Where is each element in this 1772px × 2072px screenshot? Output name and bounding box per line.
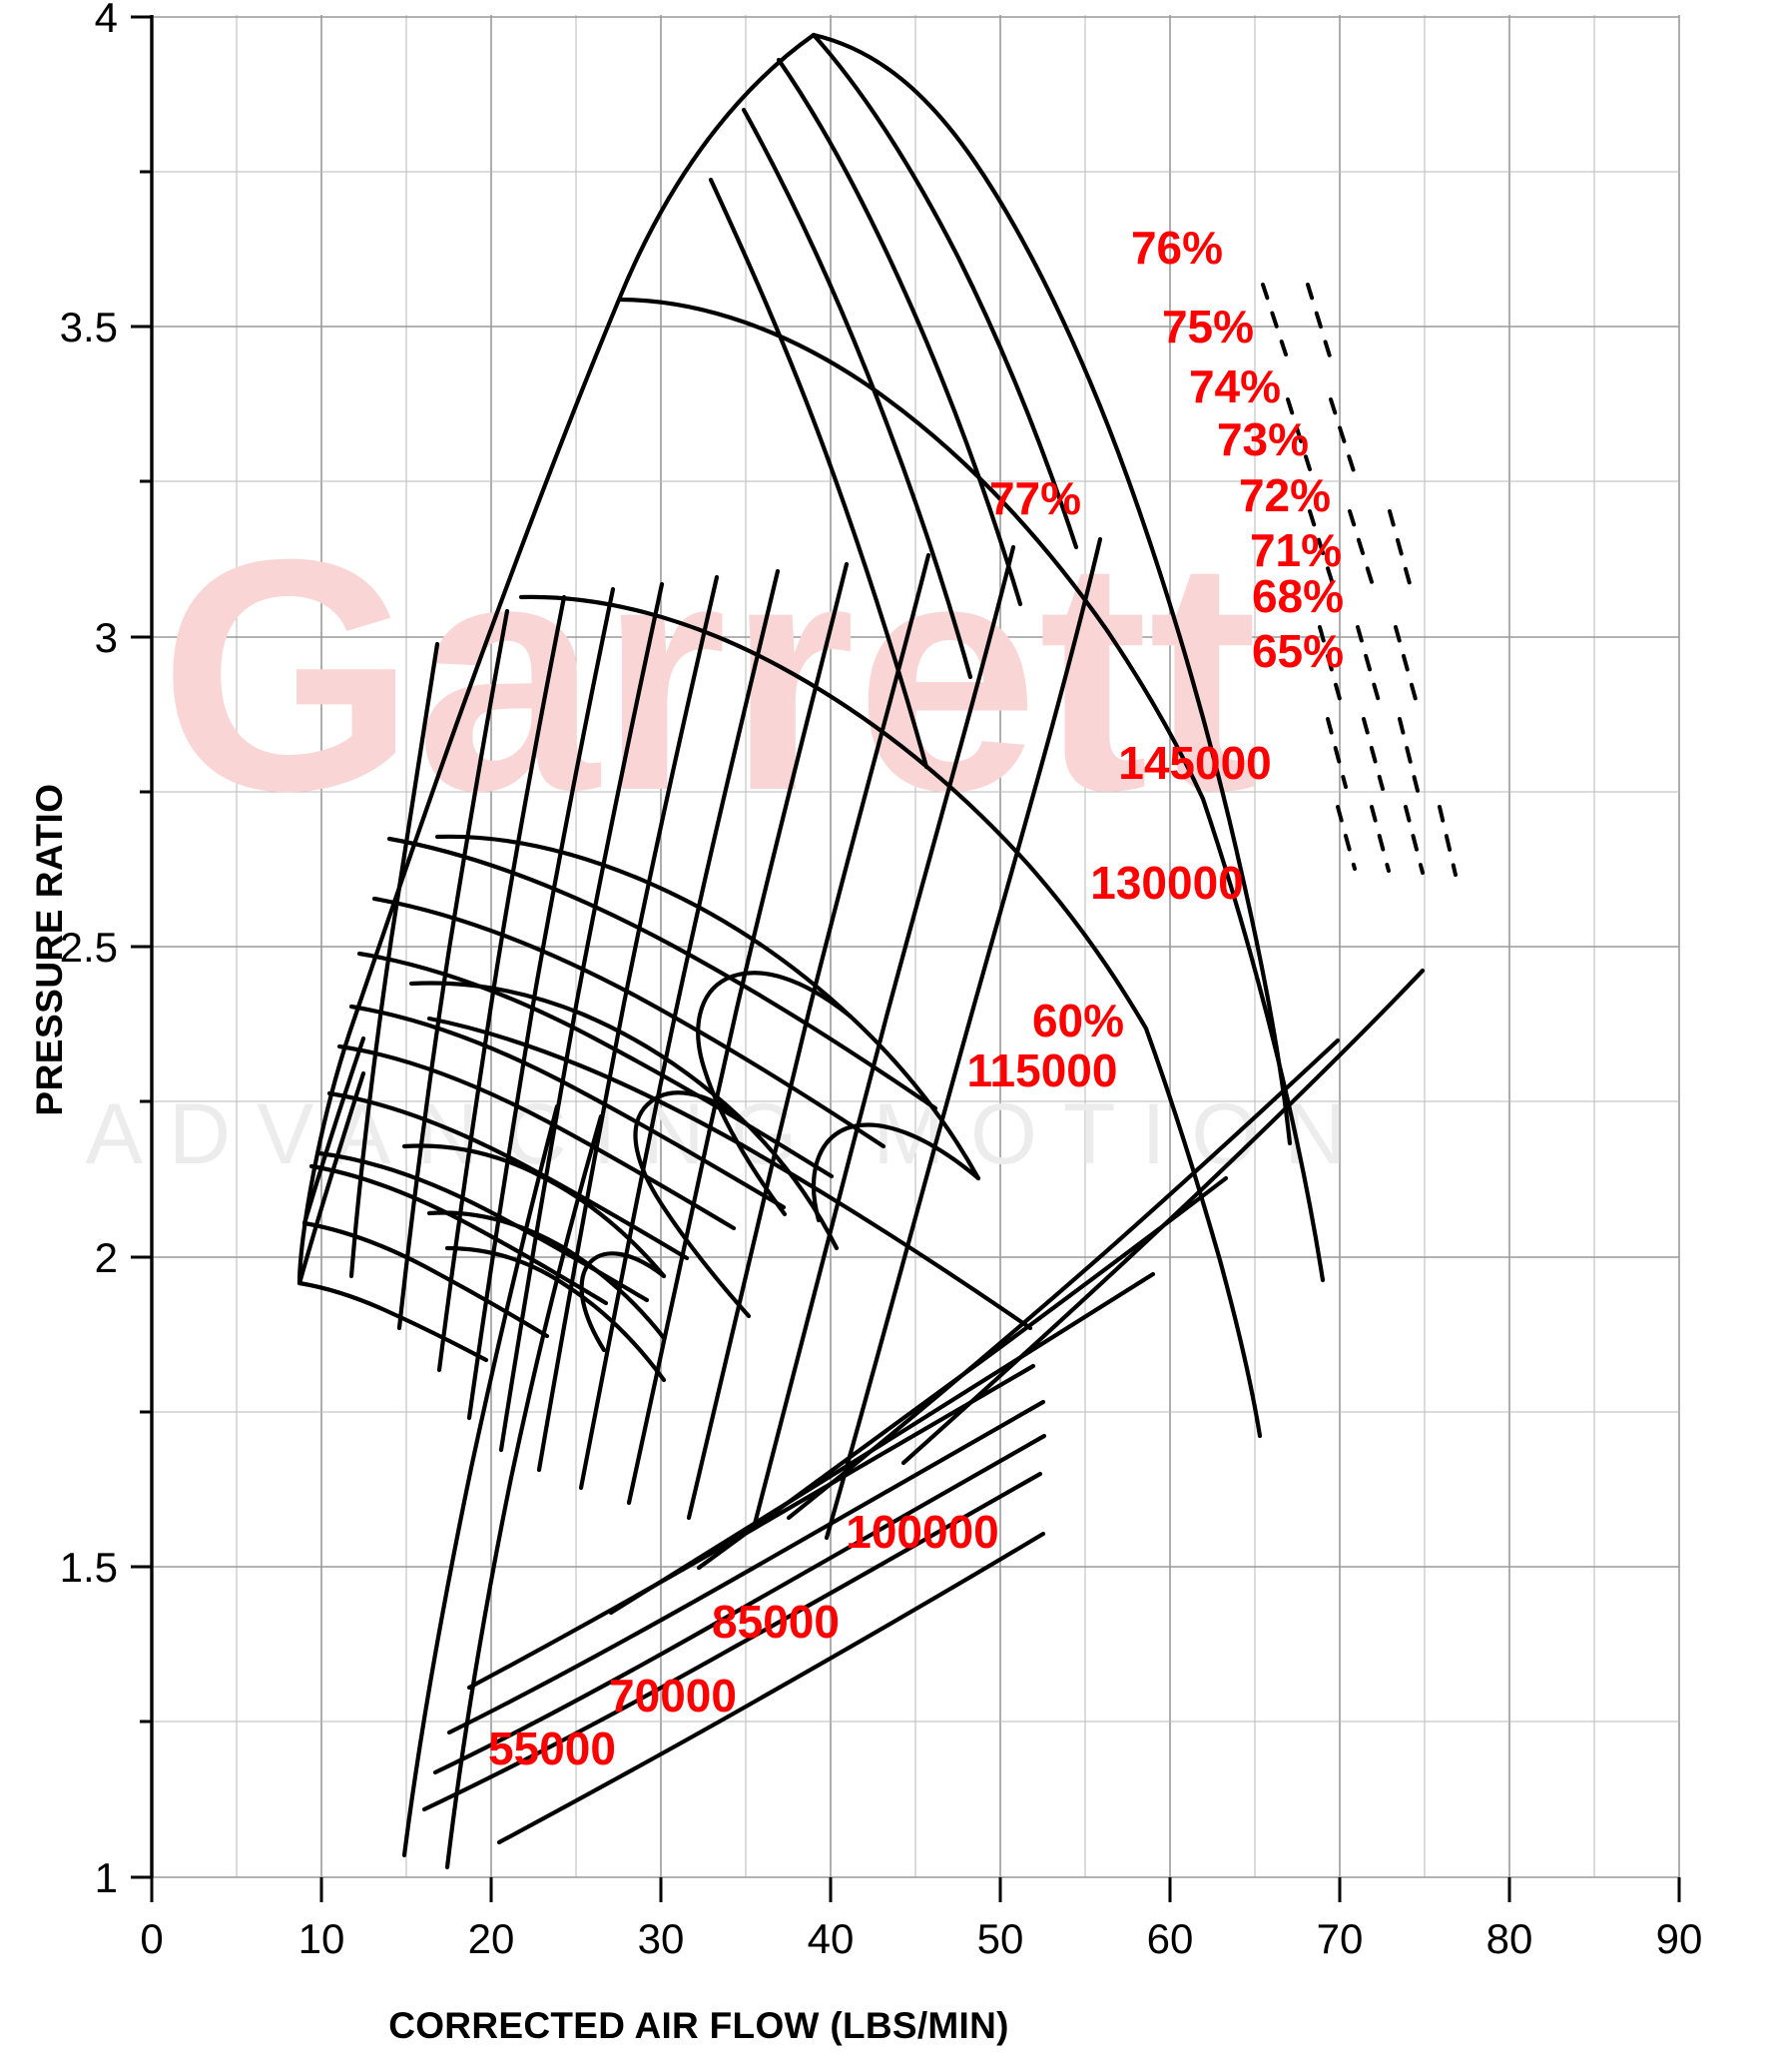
surge-line bbox=[296, 32, 817, 1286]
efficiency-island-77 bbox=[616, 297, 1206, 802]
axis-ticks bbox=[131, 15, 1681, 1902]
y-axis-title: PRESSURE RATIO bbox=[29, 783, 70, 1116]
efficiency-label-60: 60% bbox=[1032, 995, 1124, 1046]
grid-horizontal-minor bbox=[152, 171, 1679, 1723]
low-speed-diagonal-2 bbox=[446, 1399, 1046, 1735]
speed-line-75000 bbox=[326, 1090, 690, 1261]
speed-label-130000: 130000 bbox=[1090, 857, 1244, 909]
speed-label-145000: 145000 bbox=[1118, 737, 1272, 789]
speed-curve-5 bbox=[498, 581, 665, 1453]
x-tick-label: 40 bbox=[808, 1915, 855, 1962]
speed-line-85000 bbox=[348, 1004, 787, 1210]
efficiency-loop-inner-4 bbox=[579, 1251, 667, 1353]
crossing-line-b bbox=[1143, 1026, 1263, 1439]
efficiency-island-73 bbox=[408, 981, 840, 1251]
y-tick-label: 1 bbox=[95, 1854, 118, 1901]
x-tick-label: 20 bbox=[468, 1915, 515, 1962]
low-speed-diagonal-3 bbox=[432, 1433, 1047, 1775]
speed-line-100000 bbox=[386, 836, 938, 1111]
speed-curve-7 bbox=[578, 568, 781, 1491]
speed-label-55000: 55000 bbox=[488, 1723, 616, 1774]
speed-curve-3 bbox=[436, 594, 567, 1373]
speed-line-110000 bbox=[444, 1113, 604, 1870]
efficiency-label-75: 75% bbox=[1162, 301, 1254, 352]
peak-inner-3 bbox=[741, 107, 973, 680]
efficiency-loop-inner-1 bbox=[633, 1090, 752, 1319]
x-tick-label: 70 bbox=[1317, 1915, 1364, 1962]
speed-ray-145000 bbox=[900, 968, 1426, 1466]
speed-curve-8 bbox=[626, 561, 850, 1506]
efficiency-island-68 bbox=[426, 1210, 667, 1341]
x-tick-label: 0 bbox=[140, 1915, 163, 1962]
x-tick-label: 10 bbox=[298, 1915, 345, 1962]
x-axis-title: CORRECTED AIR FLOW (LBS/MIN) bbox=[388, 2005, 1009, 2046]
watermark-tagline: ADVANCING MOTION bbox=[86, 1086, 1373, 1182]
speed-line-60000 bbox=[301, 1220, 550, 1339]
left-branch-2 bbox=[301, 1036, 366, 1226]
x-tick-label: 60 bbox=[1147, 1915, 1194, 1962]
x-tick-label: 30 bbox=[638, 1915, 685, 1962]
efficiency-label-74: 74% bbox=[1189, 360, 1281, 412]
choke-line bbox=[811, 32, 1293, 1146]
speed-label-115000: 115000 bbox=[967, 1044, 1118, 1096]
map-curves bbox=[296, 32, 1426, 1870]
speed-curve-11 bbox=[824, 536, 1103, 1541]
speed-curve-10 bbox=[751, 544, 1016, 1531]
efficiency-label-77: 77% bbox=[989, 472, 1081, 524]
efficiency-island-71 bbox=[401, 1143, 667, 1279]
speed-line-105000 bbox=[401, 1103, 560, 1858]
efficiency-island-65 bbox=[444, 1245, 667, 1383]
efficiency-island-76 bbox=[518, 594, 1149, 1032]
efficiency-island-75 bbox=[434, 834, 981, 1181]
x-tick-labels: 0 10 20 30 40 50 60 70 80 90 bbox=[140, 1915, 1702, 1962]
x-tick-label: 50 bbox=[977, 1915, 1024, 1962]
speed-ray-100000 bbox=[608, 1271, 1156, 1616]
speed-label-100000: 100000 bbox=[846, 1506, 999, 1558]
efficiency-labels: 77% 76% 75% 74% 73% 72% 71% 68% 65% 60% bbox=[989, 222, 1344, 1046]
watermark-group: Garrett ADVANCING MOTION bbox=[86, 490, 1373, 1182]
crossing-line-a bbox=[1200, 796, 1326, 1283]
efficiency-label-71: 71% bbox=[1250, 524, 1342, 576]
y-tick-label: 1.5 bbox=[60, 1544, 118, 1591]
low-speed-diagonal-4 bbox=[421, 1471, 1043, 1812]
efficiency-label-65: 65% bbox=[1252, 625, 1344, 677]
y-tick-label: 3.5 bbox=[60, 304, 118, 350]
efficiency-loop-inner-2 bbox=[696, 971, 854, 1217]
x-tick-label: 80 bbox=[1486, 1915, 1533, 1962]
speed-curve-2 bbox=[396, 608, 510, 1331]
efficiency-loop-inner-3 bbox=[811, 1122, 981, 1223]
efficiency-label-72: 72% bbox=[1239, 469, 1331, 521]
watermark-brand: Garrett bbox=[160, 490, 1258, 859]
speed-curve-9 bbox=[686, 552, 931, 1521]
y-tick-label: 2 bbox=[95, 1234, 118, 1281]
peak-inner-2 bbox=[776, 57, 1023, 607]
x-tick-label: 90 bbox=[1656, 1915, 1703, 1962]
efficiency-hatch-marks bbox=[1261, 283, 1458, 877]
efficiency-label-68: 68% bbox=[1252, 570, 1344, 622]
speed-line-95000 bbox=[371, 896, 886, 1149]
speed-line-80000 bbox=[336, 1043, 737, 1231]
y-tick-label: 4 bbox=[95, 0, 118, 41]
speed-ray-130000 bbox=[786, 1037, 1341, 1521]
speed-curve-6 bbox=[536, 574, 720, 1473]
speed-label-85000: 85000 bbox=[712, 1596, 840, 1648]
speed-curve-4 bbox=[466, 586, 616, 1421]
speed-curve-1 bbox=[348, 641, 440, 1279]
y-tick-label: 2.5 bbox=[60, 924, 118, 971]
peak-inner-1 bbox=[811, 32, 1079, 550]
left-branch-1 bbox=[296, 1070, 366, 1286]
low-speed-diagonal-5 bbox=[496, 1531, 1046, 1845]
peak-inner-4 bbox=[708, 177, 929, 770]
y-tick-label: 3 bbox=[95, 614, 118, 661]
speed-label-70000: 70000 bbox=[609, 1670, 737, 1722]
speed-line-labels: 55000 70000 85000 100000 115000 130000 1… bbox=[488, 737, 1272, 1774]
efficiency-label-73: 73% bbox=[1217, 413, 1309, 465]
y-tick-labels: 4 3.5 3 2.5 2 1.5 1 bbox=[60, 0, 118, 1901]
speed-line-55000 bbox=[296, 1280, 489, 1363]
efficiency-label-76: 76% bbox=[1131, 222, 1223, 274]
speed-line-90000 bbox=[356, 951, 835, 1179]
